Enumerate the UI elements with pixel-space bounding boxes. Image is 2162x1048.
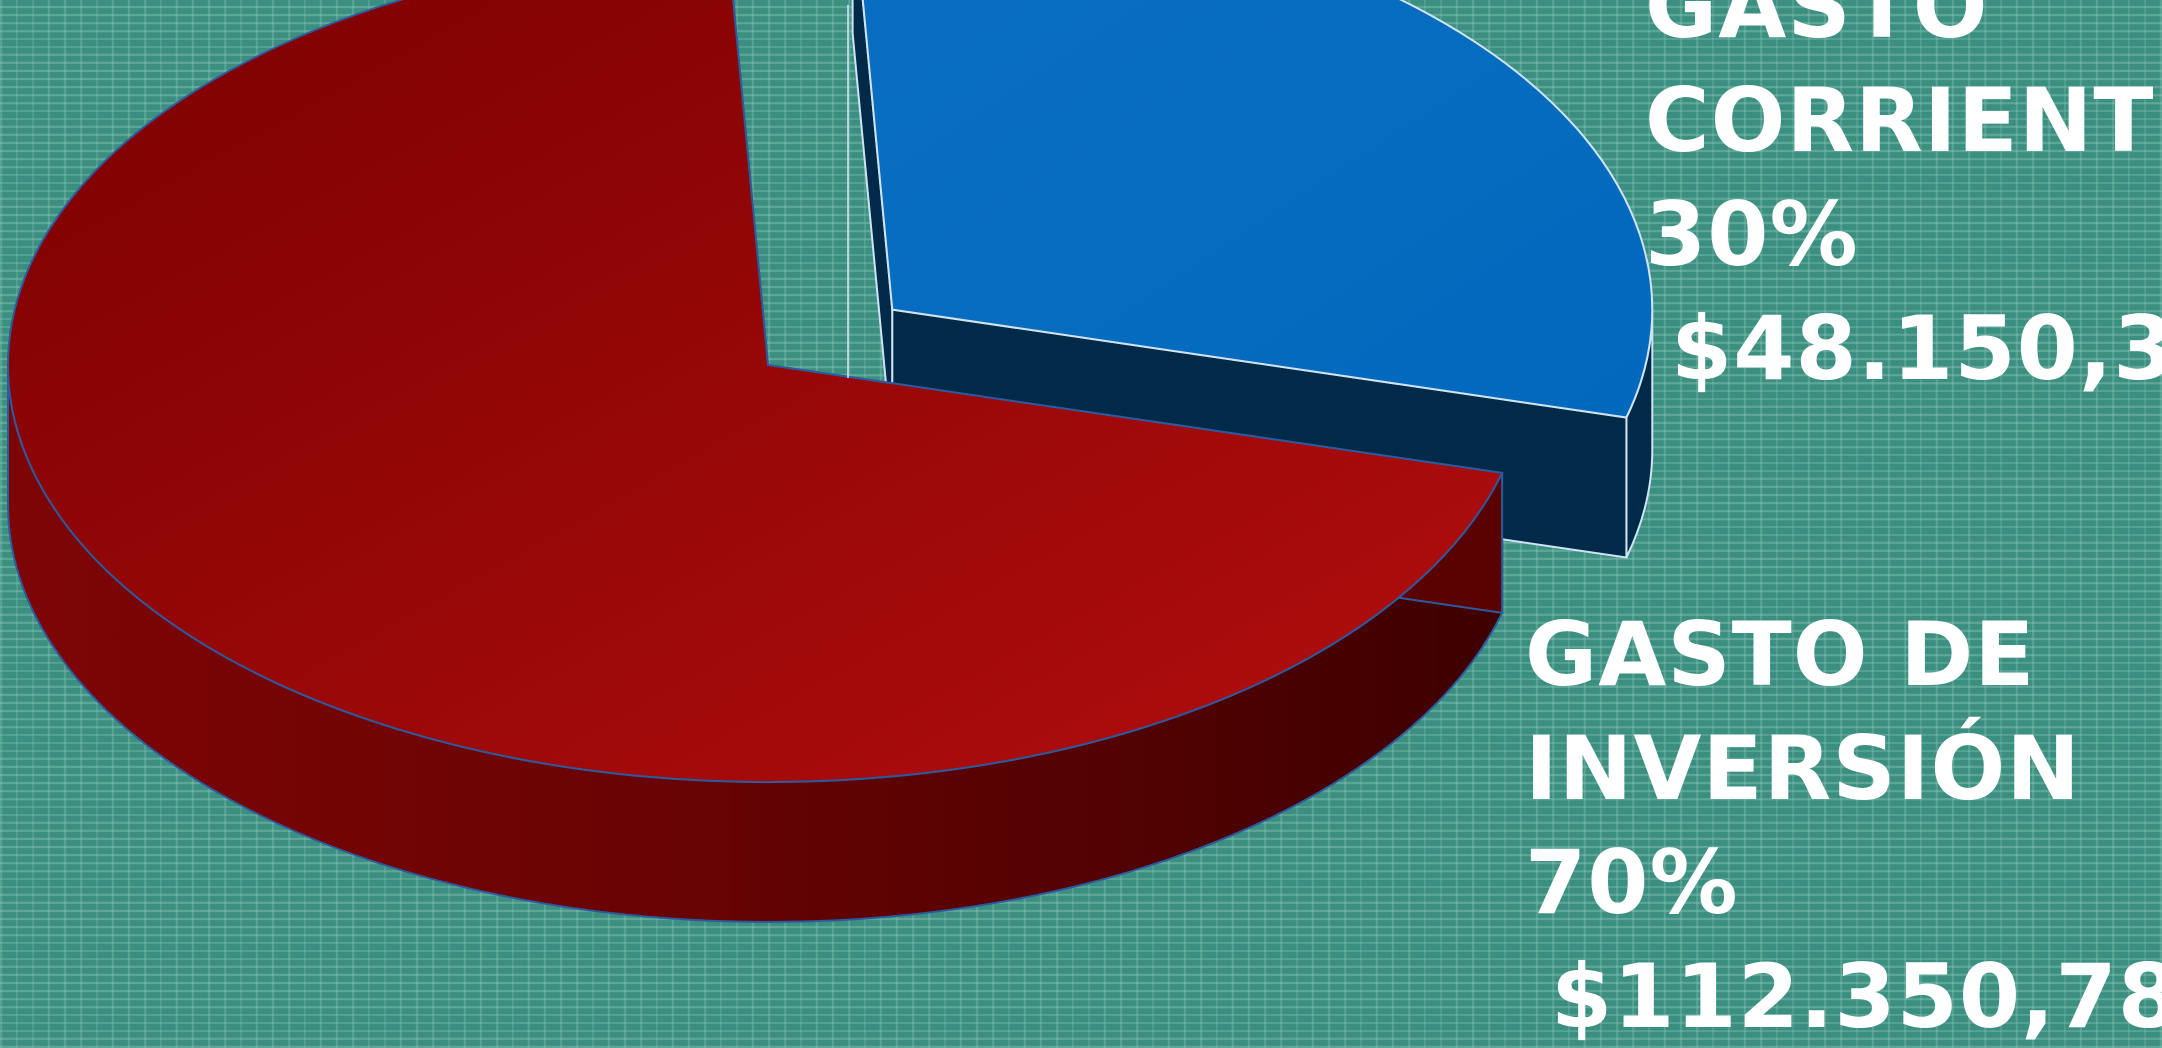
- data-label-gasto-inversion: GASTO DE INVERSIÓN 70% $112.350,78: [1525, 598, 2162, 1048]
- data-label-gasto-inversion-line2: INVERSIÓN: [1525, 717, 2081, 820]
- slice-1-top: [7, 0, 1504, 783]
- pie-slices: [7, 0, 1654, 923]
- slice-0-top: [861, 0, 1654, 419]
- data-label-gasto-corriente-line2: CORRIENTE: [1645, 69, 2162, 172]
- data-label-gasto-corriente-amount: $48.150,35: [1671, 297, 2162, 400]
- data-label-gasto-corriente-percent: 30%: [1645, 183, 1859, 286]
- data-label-gasto-inversion-line1: GASTO DE: [1525, 603, 2036, 706]
- data-label-gasto-inversion-amount: $112.350,78: [1551, 945, 2162, 1048]
- data-label-gasto-corriente-line1: GASTO: [1645, 0, 1989, 58]
- data-label-gasto-inversion-percent: 70%: [1525, 831, 1739, 934]
- data-label-gasto-corriente: GASTO CORRIENTE 30% $48.150,35: [1645, 0, 2162, 406]
